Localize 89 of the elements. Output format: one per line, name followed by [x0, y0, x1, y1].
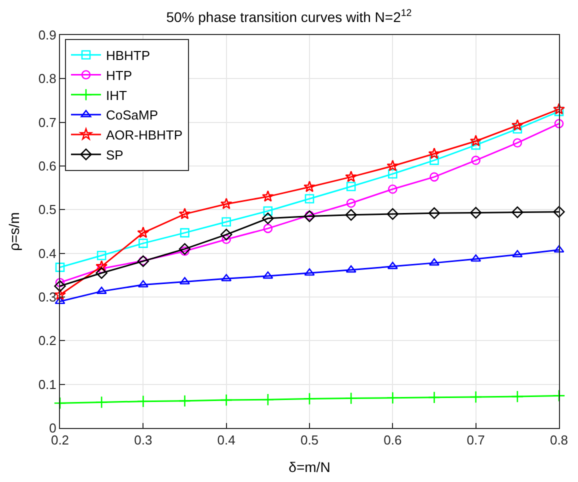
legend-label: HTP: [106, 68, 132, 83]
point: [262, 190, 274, 202]
y-tick-label: 0.6: [38, 158, 56, 174]
point: [346, 198, 356, 208]
point: [554, 118, 564, 128]
point: [428, 391, 440, 404]
y-tick-label: 0.7: [38, 114, 56, 130]
point: [553, 102, 565, 114]
point: [178, 208, 191, 220]
point: [388, 184, 398, 194]
y-tick-label: 0.9: [38, 28, 56, 43]
x-axis-title: δ=m/N: [288, 458, 330, 475]
point: [553, 206, 565, 218]
legend-label: AOR-HBHTP: [106, 128, 183, 143]
point: [386, 160, 399, 172]
point: [345, 170, 358, 182]
x-tick-label: 0.4: [217, 432, 236, 448]
point: [54, 296, 66, 304]
point: [428, 207, 440, 220]
point: [220, 394, 233, 406]
point: [470, 206, 482, 219]
y-tick-label: 0.4: [38, 246, 56, 261]
point: [96, 267, 108, 279]
point: [263, 206, 273, 216]
point: [220, 198, 232, 210]
point: [222, 217, 231, 227]
point: [304, 210, 316, 222]
point: [512, 206, 524, 218]
point: [387, 262, 398, 270]
point: [96, 260, 108, 272]
x-tick-label: 0.5: [300, 432, 319, 448]
point: [511, 390, 524, 403]
point: [137, 226, 150, 238]
point: [386, 392, 399, 404]
point: [428, 148, 440, 159]
point: [263, 224, 273, 234]
point: [470, 390, 482, 404]
point: [54, 396, 66, 410]
point: [470, 134, 482, 146]
point: [178, 394, 191, 408]
point: [303, 392, 316, 405]
point: [54, 280, 66, 292]
x-tick-label: 0.8: [550, 432, 568, 448]
point: [345, 209, 357, 221]
point: [471, 156, 480, 165]
point: [552, 389, 566, 402]
point: [430, 172, 439, 182]
point: [304, 180, 316, 192]
point: [136, 395, 150, 408]
point: [55, 262, 65, 272]
y-tick-label: 0.3: [38, 290, 56, 305]
point: [512, 138, 522, 148]
y-tick-label: 0.2: [38, 333, 56, 348]
legend-label: IHT: [106, 88, 127, 103]
x-tick-label: 0.7: [466, 432, 485, 448]
x-tick-label: 0.6: [384, 432, 402, 448]
point: [178, 243, 191, 255]
legend-label: SP: [106, 147, 124, 162]
point: [471, 140, 480, 150]
point: [430, 156, 439, 165]
point: [262, 393, 274, 406]
y-tick-label: 0.8: [38, 71, 56, 86]
point: [262, 212, 274, 224]
point: [346, 182, 356, 192]
point: [511, 119, 524, 131]
point: [512, 250, 523, 258]
point: [470, 254, 482, 262]
point: [138, 238, 148, 248]
y-axis-title: ρ=s/m: [6, 212, 22, 251]
point: [346, 265, 356, 273]
point: [222, 234, 231, 244]
point: [304, 268, 315, 276]
chart-title: 50% phase transition curves with N=2$^{12}$: [166, 8, 412, 25]
point: [95, 396, 108, 408]
point: [304, 194, 314, 204]
x-tick-label: 0.3: [134, 432, 152, 448]
legend-label: CoSaMP: [106, 108, 158, 123]
point: [220, 228, 232, 240]
point: [262, 271, 274, 279]
point: [96, 250, 106, 260]
point: [344, 392, 358, 405]
point: [386, 208, 399, 220]
point: [180, 228, 190, 238]
point: [388, 169, 398, 179]
point: [55, 278, 65, 288]
y-tick-label: 0.5: [38, 202, 56, 218]
point: [512, 124, 522, 134]
legend-label: HBHTP: [106, 48, 150, 63]
y-tick-label: 0.1: [38, 376, 56, 392]
